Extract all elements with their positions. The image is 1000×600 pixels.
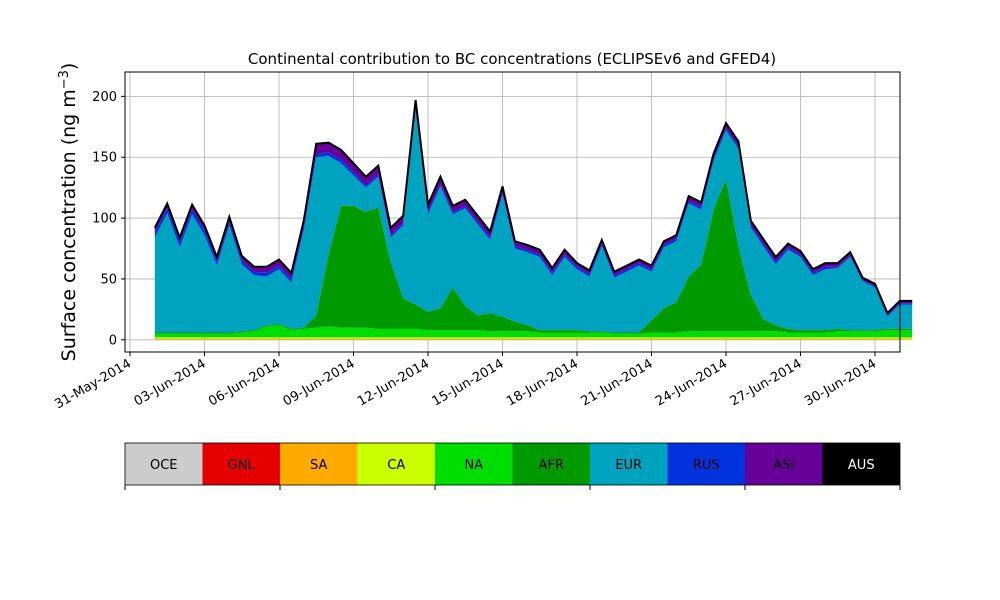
x-tick-label: 15-Jun-2014 (430, 356, 507, 409)
area-afr (154, 179, 913, 334)
legend-swatch (357, 443, 435, 485)
legend-label: OCE (150, 458, 178, 473)
legend-item-asi: ASI (745, 443, 823, 485)
legend-label: EUR (615, 458, 642, 473)
y-axis-label: Surface concentration (ng m−3) (57, 63, 81, 362)
total-line (153, 99, 913, 315)
legend-label: CA (387, 458, 405, 473)
legend-swatch (125, 443, 203, 485)
x-tick-label: 21-Jun-2014 (579, 356, 656, 409)
legend-swatch (435, 443, 513, 485)
legend-item-oce: OCE (125, 443, 203, 485)
legend-frame (124, 442, 901, 486)
legend-label: NA (464, 458, 483, 473)
x-tick-label: 09-Jun-2014 (281, 356, 358, 409)
y-tick-label: 0 (109, 333, 117, 348)
legend-item-gnl: GNL (202, 443, 280, 485)
area-eur (154, 109, 913, 333)
legend-label: AFR (539, 458, 564, 473)
area-rus (154, 107, 913, 317)
legend-label: SA (310, 458, 327, 473)
legend-label: ASI (773, 458, 794, 473)
stacked-areas (154, 100, 913, 340)
chart-title: Continental contribution to BC concentra… (248, 50, 776, 68)
area-na (154, 325, 913, 338)
y-tick-label: 150 (92, 151, 117, 166)
x-tick-label: 12-Jun-2014 (355, 356, 432, 409)
legend-swatch (202, 443, 280, 485)
x-tick-label: 03-Jun-2014 (132, 356, 209, 409)
legend-colorbar: OCE GNL SA CA NA AFR EUR RUS ASI AUS (124, 442, 901, 490)
legend-item-aus: AUS (822, 443, 900, 485)
area-ca (154, 337, 913, 339)
x-tick-label: 31-May-2014 (52, 356, 134, 412)
x-tick-label: 30-Jun-2014 (802, 356, 879, 409)
y-tick-label: 200 (92, 90, 117, 105)
x-tick-label: 27-Jun-2014 (728, 356, 805, 409)
legend-swatch (512, 443, 590, 485)
legend-swatch (745, 443, 823, 485)
legend-swatch (822, 443, 900, 485)
legend-swatch (667, 443, 745, 485)
y-tick-label: 50 (100, 272, 117, 287)
legend-label: RUS (693, 458, 720, 473)
legend-item-rus: RUS (667, 443, 745, 485)
x-tick-label: 18-Jun-2014 (504, 356, 581, 409)
x-tick-label: 24-Jun-2014 (653, 356, 730, 409)
legend-label: GNL (228, 458, 256, 473)
x-tick-label: 06-Jun-2014 (206, 356, 283, 409)
legend-item-afr: AFR (512, 443, 590, 485)
plot-area: 0 50 100 150 200 31-May-201403-Jun-201406-Jun… (52, 71, 913, 412)
legend-item-ca: CA (357, 443, 435, 485)
legend-item-eur: EUR (590, 443, 668, 485)
legend-swatch (590, 443, 668, 485)
axes-frame (124, 71, 901, 353)
legend-swatch (280, 443, 358, 485)
legend-item-sa: SA (280, 443, 358, 485)
y-tick-label: 100 (92, 212, 117, 227)
area-sa (154, 338, 913, 340)
legend-item-na: NA (435, 443, 513, 485)
legend-label: AUS (848, 458, 875, 473)
